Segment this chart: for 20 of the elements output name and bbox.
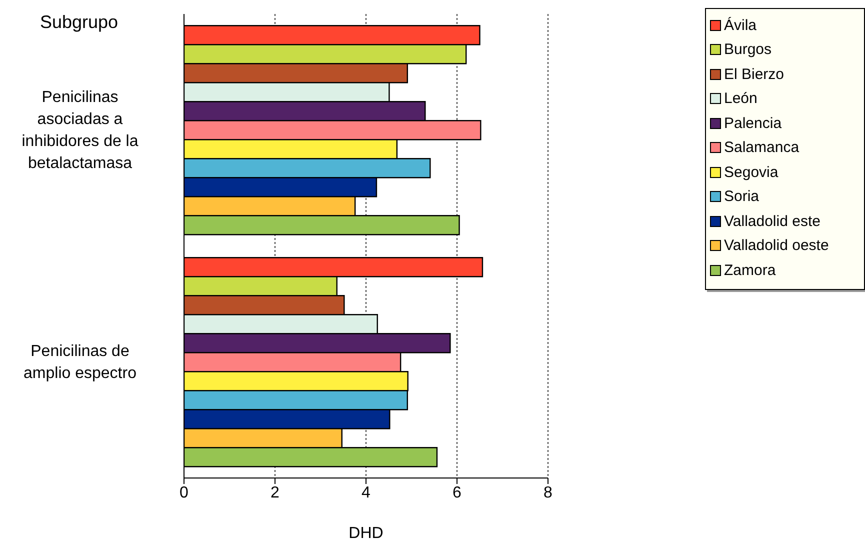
legend-label: Segovia	[724, 164, 778, 181]
legend-label: El Bierzo	[724, 66, 784, 83]
x-tick-label: 8	[544, 484, 553, 502]
y-tick-label: Penicilinas de amplio espectro	[24, 342, 137, 382]
x-axis-title: DHD	[348, 525, 384, 542]
x-tick-label: 0	[180, 484, 189, 502]
legend-label: Zamora	[724, 262, 776, 279]
legend-label: Soria	[724, 188, 760, 206]
legend-label: Valladolid oeste	[724, 237, 829, 254]
legend-label: León	[724, 90, 758, 108]
legend-label: Ávila	[724, 16, 757, 34]
legend-label: Valladolid este	[724, 212, 820, 230]
legend-label: Burgos	[724, 41, 772, 58]
x-tick-label: 4	[362, 484, 371, 502]
x-tick-label: 6	[452, 484, 462, 502]
legend-label: Salamanca	[724, 139, 800, 156]
y-axis-title: Subgrupo	[40, 12, 118, 33]
x-tick-label: 2	[270, 484, 280, 502]
y-tick-label: Penicilinas asociadas a inhibidores de la betalactamasa	[22, 88, 138, 172]
legend-label: Palencia	[724, 114, 782, 132]
